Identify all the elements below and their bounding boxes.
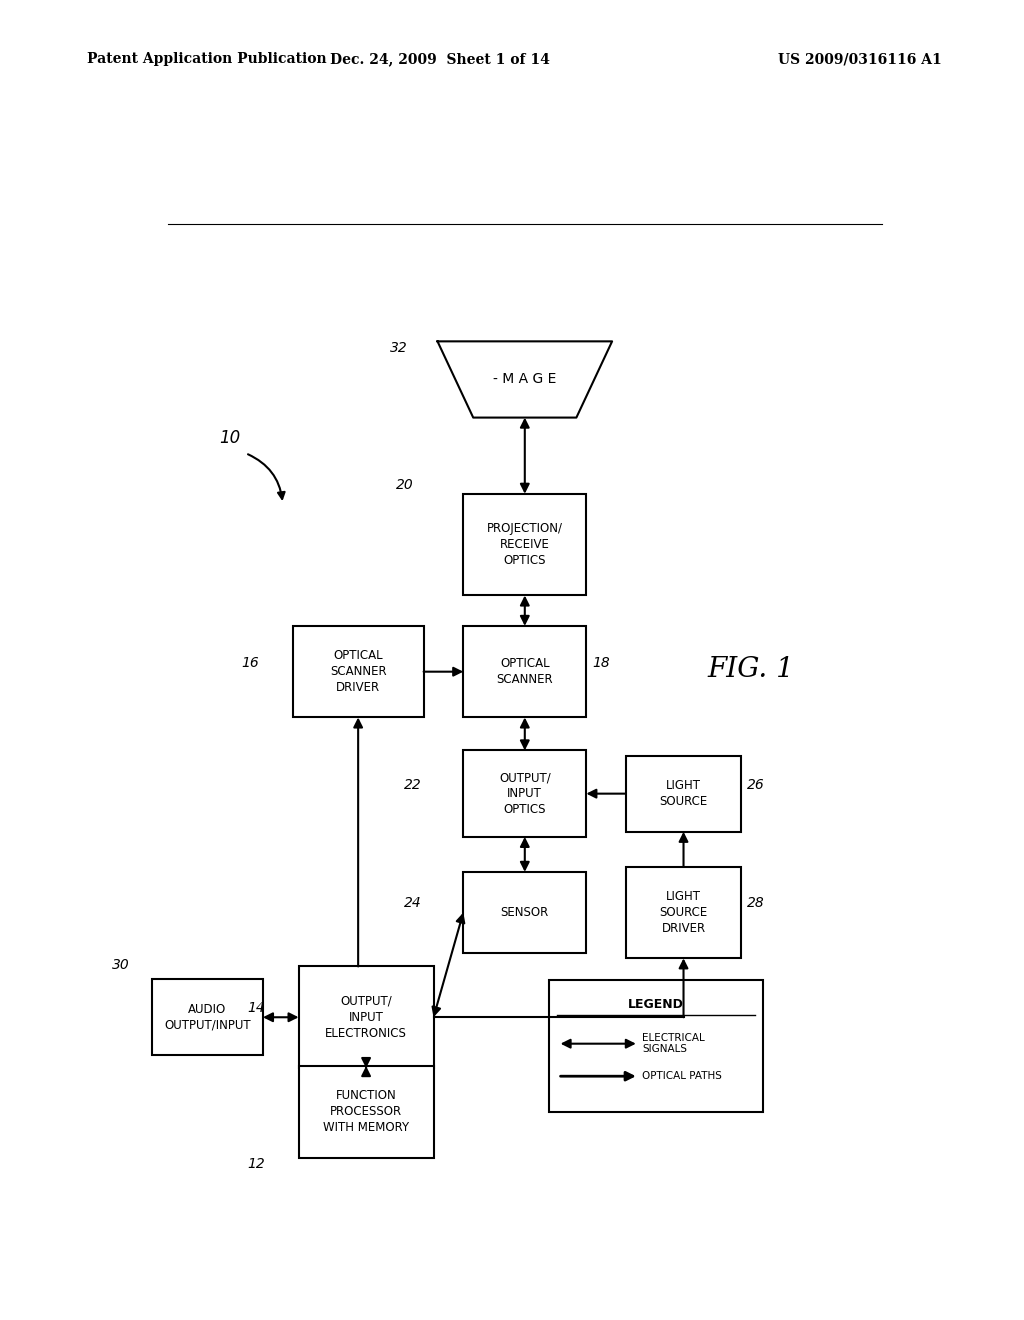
Text: US 2009/0316116 A1: US 2009/0316116 A1 — [778, 53, 942, 66]
Bar — [549, 979, 763, 1111]
Bar — [626, 867, 741, 958]
Text: 10: 10 — [219, 429, 241, 447]
Text: Dec. 24, 2009  Sheet 1 of 14: Dec. 24, 2009 Sheet 1 of 14 — [331, 53, 550, 66]
Text: 26: 26 — [748, 777, 765, 792]
Bar — [463, 751, 587, 837]
Text: 18: 18 — [593, 656, 610, 669]
Text: LIGHT
SOURCE
DRIVER: LIGHT SOURCE DRIVER — [659, 890, 708, 935]
Bar — [463, 873, 587, 953]
Bar — [626, 755, 741, 832]
Text: - M A G E: - M A G E — [494, 372, 556, 387]
Text: FUNCTION
PROCESSOR
WITH MEMORY: FUNCTION PROCESSOR WITH MEMORY — [323, 1089, 410, 1134]
Polygon shape — [437, 342, 612, 417]
Text: 12: 12 — [247, 1156, 265, 1171]
Text: OPTICAL
SCANNER
DRIVER: OPTICAL SCANNER DRIVER — [330, 649, 386, 694]
Text: OUTPUT/
INPUT
OPTICS: OUTPUT/ INPUT OPTICS — [499, 771, 551, 816]
Text: ELECTRICAL
SIGNALS: ELECTRICAL SIGNALS — [642, 1032, 705, 1055]
Bar — [293, 626, 424, 718]
Text: FIG. 1: FIG. 1 — [708, 656, 794, 682]
Text: OUTPUT/
INPUT
ELECTRONICS: OUTPUT/ INPUT ELECTRONICS — [326, 995, 407, 1040]
Text: 32: 32 — [390, 341, 408, 355]
Bar — [463, 494, 587, 595]
Bar — [299, 1067, 433, 1158]
Bar — [152, 979, 263, 1056]
Text: AUDIO
OUTPUT/INPUT: AUDIO OUTPUT/INPUT — [164, 1003, 251, 1032]
Text: 14: 14 — [247, 1001, 265, 1015]
Text: 24: 24 — [403, 896, 422, 911]
Text: 30: 30 — [113, 958, 130, 972]
Text: 28: 28 — [748, 896, 765, 911]
Text: PROJECTION/
RECEIVE
OPTICS: PROJECTION/ RECEIVE OPTICS — [486, 523, 563, 568]
Bar — [463, 626, 587, 718]
Text: SENSOR: SENSOR — [501, 906, 549, 919]
Bar — [299, 966, 433, 1068]
FancyArrowPatch shape — [248, 454, 285, 499]
Text: 20: 20 — [396, 478, 414, 492]
Text: OPTICAL PATHS: OPTICAL PATHS — [642, 1072, 722, 1081]
Text: 16: 16 — [241, 656, 259, 669]
Text: Patent Application Publication: Patent Application Publication — [87, 53, 327, 66]
Text: LIGHT
SOURCE: LIGHT SOURCE — [659, 779, 708, 808]
Text: 22: 22 — [403, 777, 422, 792]
Text: OPTICAL
SCANNER: OPTICAL SCANNER — [497, 657, 553, 686]
Text: LEGEND: LEGEND — [628, 998, 684, 1011]
